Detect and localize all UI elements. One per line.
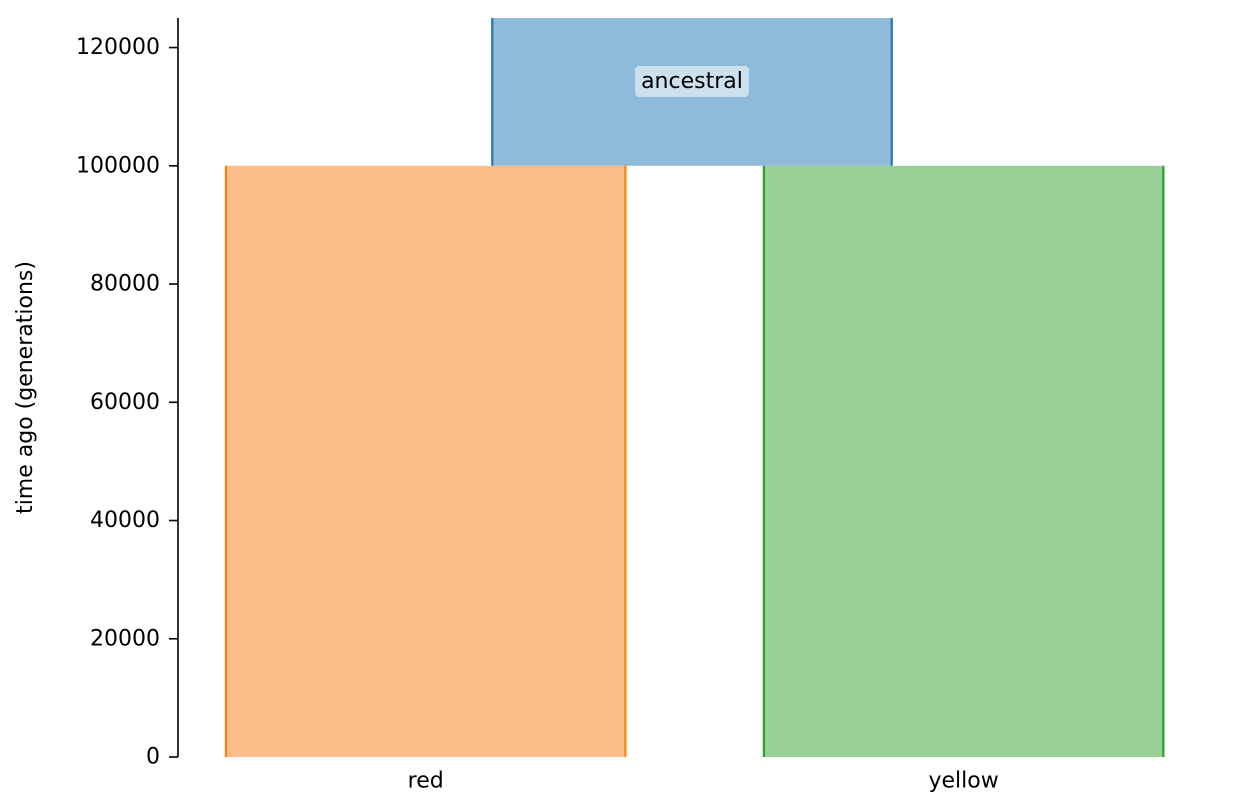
y-tick-label: 120000: [76, 35, 160, 60]
y-tick-label: 60000: [90, 390, 160, 415]
deme-layer: ancestral: [224, 18, 1165, 758]
y-tick-label: 80000: [90, 272, 160, 297]
y-tick-group: 0 20000 40000 60000 80000 100000 120000: [76, 35, 178, 770]
x-tick-label-red: red: [408, 769, 444, 794]
deme-ancestral: ancestral: [491, 18, 893, 166]
deme-label-background: [635, 66, 749, 98]
x-tick-group: red yellow: [408, 769, 999, 794]
deme-red: [224, 165, 627, 758]
deme-label-group-ancestral: ancestral: [635, 66, 749, 98]
deme-bar-yellow: [763, 165, 1164, 758]
y-axis-label: time ago (generations): [13, 261, 38, 514]
y-axis: 0 20000 40000 60000 80000 100000 120000: [76, 18, 179, 770]
deme-yellow: [762, 165, 1165, 758]
y-tick-label: 20000: [90, 626, 160, 651]
y-tick-label: 100000: [76, 153, 160, 178]
deme-bar-red: [225, 165, 626, 758]
deme-label-ancestral: ancestral: [641, 69, 743, 94]
y-tick-label: 0: [146, 745, 160, 770]
y-tick-label: 40000: [90, 508, 160, 533]
x-tick-label-yellow: yellow: [929, 769, 999, 794]
